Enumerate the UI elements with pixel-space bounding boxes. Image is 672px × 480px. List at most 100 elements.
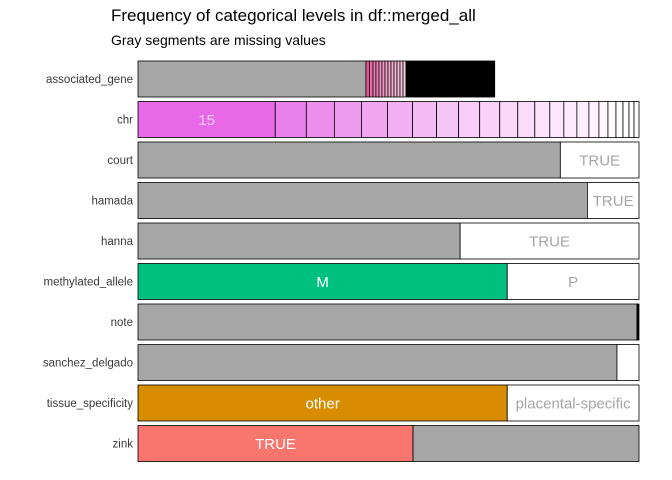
bar-segment (517, 101, 536, 138)
bar-segment (417, 60, 422, 98)
bar-segment (455, 60, 460, 98)
bar-tissue-specificity: other placental-specific (137, 384, 640, 422)
bar-segment (485, 60, 490, 98)
segment-label: other (306, 396, 340, 413)
bar-segment (137, 303, 638, 341)
bar-associated-gene (137, 60, 496, 98)
bar-segment (305, 101, 335, 138)
bar-zink: TRUE (137, 425, 640, 462)
bar-chr: 15 (137, 101, 640, 138)
bar-segment (435, 60, 439, 98)
bar-segment (479, 60, 484, 98)
bar-segment (482, 60, 487, 98)
bar-segment (426, 60, 431, 98)
bar-segment (384, 60, 389, 98)
bar-segment (449, 60, 454, 98)
bar-segment (412, 101, 437, 138)
bar-segment (458, 60, 463, 98)
segment-label: placental-specific (516, 396, 632, 413)
y-label-methylated-allele: methylated_allele (43, 277, 133, 289)
segment-label: M (316, 274, 329, 291)
bar-segment (432, 60, 437, 98)
bar-segment (598, 101, 609, 138)
bar-segment (399, 60, 404, 98)
bar-segment (461, 60, 466, 98)
bar-segment (622, 101, 630, 138)
bar-segment (444, 60, 448, 98)
bar-segment (488, 60, 493, 98)
y-label-hamada: hamada (91, 196, 133, 208)
bar-segment (372, 60, 377, 98)
bar-segment (499, 101, 519, 138)
bar-segment (274, 101, 307, 138)
bar-segment (633, 101, 640, 138)
y-label-hanna: hanna (101, 236, 134, 248)
bar-segment (137, 141, 561, 179)
segment-label: TRUE (579, 153, 620, 170)
chart-title: Frequency of categorical levels in df::m… (111, 6, 476, 25)
y-label-sanchez-delgado: sanchez_delgado (43, 358, 133, 370)
y-label-tissue-specificity: tissue_specificity (47, 398, 134, 410)
bar-segment (470, 60, 475, 98)
bar-segment (616, 344, 640, 381)
y-label-zink: zink (113, 439, 134, 451)
bar-segment (506, 263, 640, 300)
bar-segment (423, 60, 428, 98)
y-label-associated-gene: associated_gene (46, 74, 133, 86)
bar-segment (412, 425, 640, 462)
bar-segment (429, 60, 434, 98)
segment-label: TRUE (255, 436, 296, 453)
bar-segment (402, 60, 407, 98)
bar-segment (137, 384, 508, 422)
bar-segment (534, 101, 551, 138)
bar-segment (408, 60, 413, 98)
bar-segment (436, 101, 460, 138)
bar-segment (479, 101, 501, 138)
y-label-court: court (107, 155, 133, 167)
bar-hanna: TRUE (137, 222, 640, 260)
bar-segment (559, 141, 640, 179)
bar-segment (390, 60, 395, 98)
bar-segment (452, 60, 457, 98)
bar-segment (628, 101, 635, 138)
bar-segment (447, 60, 451, 98)
bar-segment (491, 60, 496, 98)
bar-segment (563, 101, 578, 138)
segment-label: 15 (198, 112, 215, 129)
bar-segment (333, 101, 362, 138)
bar-segment (420, 60, 425, 98)
bar-segment (137, 344, 618, 381)
bar-segment (464, 60, 469, 98)
bar-segment (607, 101, 617, 138)
bar-segment (576, 101, 590, 138)
bar-segment (387, 60, 392, 98)
y-label-note: note (111, 317, 133, 329)
segment-label: P (568, 274, 578, 291)
bar-segment (438, 60, 442, 98)
bar-segment (467, 60, 472, 98)
bar-segment (137, 182, 588, 219)
bar-segment (365, 60, 370, 98)
bar-segment (506, 384, 640, 422)
bar-segment (405, 60, 410, 98)
bar-segment (361, 101, 388, 138)
bar-segment (411, 60, 416, 98)
bar-segment (137, 425, 414, 462)
bar-segment (441, 60, 445, 98)
bar-segment (375, 60, 380, 98)
segment-label: TRUE (593, 193, 634, 210)
bar-segment (414, 60, 419, 98)
bar-segment (615, 101, 624, 138)
bar-segment (473, 60, 478, 98)
bar-segment (381, 60, 386, 98)
bar-segment (636, 303, 640, 341)
bar-segment (587, 182, 640, 219)
bar-segment (476, 60, 481, 98)
bar-note (137, 303, 640, 341)
bar-segment (459, 222, 640, 260)
segment-label: TRUE (529, 234, 570, 251)
